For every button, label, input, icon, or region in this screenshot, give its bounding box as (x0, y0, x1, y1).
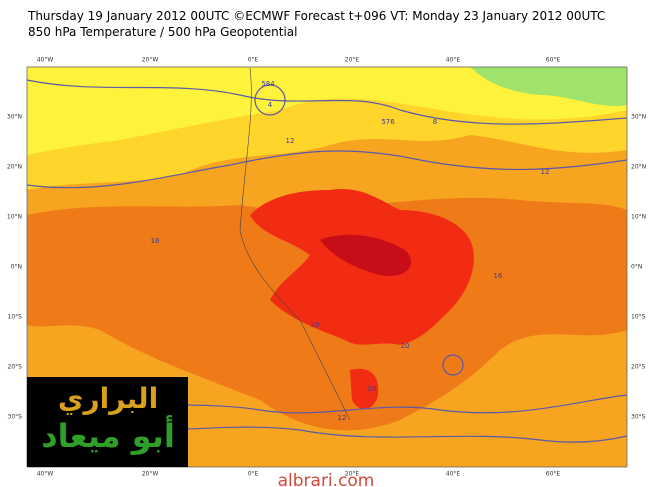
contour-label: 8 (433, 118, 437, 126)
low-center (442, 354, 464, 376)
green (470, 67, 627, 107)
coastline (239, 67, 351, 421)
lon-label: 0°E (248, 471, 259, 478)
lat-label: 30°S (631, 414, 646, 421)
watermark: البراري أبو ميعاد (27, 377, 188, 467)
contour-label: 20 (368, 385, 377, 393)
lon-label: 20°E (345, 471, 360, 478)
contour-label: 20 (401, 342, 410, 350)
title: Thursday 19 January 2012 00UTC ©ECMWF Fo… (27, 9, 605, 23)
contour-label: 16 (494, 272, 503, 280)
frame (26, 66, 628, 468)
website: albrari.com (278, 471, 375, 487)
contour-label: 12 (286, 137, 295, 145)
contour-label: 20 (311, 321, 320, 329)
lon-label: 40°W (37, 57, 54, 64)
contour-label: 4 (268, 101, 273, 109)
contour-label: 12 (338, 414, 347, 422)
lon-label: 0°E (248, 57, 259, 64)
lat-label: 20°N (7, 164, 22, 171)
lat-label: 10°S (631, 314, 646, 321)
yellow (27, 67, 627, 155)
lon-label: 40°E (446, 471, 461, 478)
contour (26, 150, 628, 189)
lon-label: 20°W (142, 57, 159, 64)
lon-label: 60°E (546, 471, 561, 478)
lon-label: 60°E (546, 57, 561, 64)
low-center (254, 84, 286, 116)
watermark-box (27, 377, 188, 467)
lat-label: 20°S (8, 364, 23, 371)
contour-label: 576 (381, 118, 395, 126)
watermark-line2: أبو ميعاد (41, 415, 175, 455)
lat-label: 10°N (631, 214, 646, 221)
contour-label: 16 (151, 237, 160, 245)
contour-label: 12 (541, 168, 550, 176)
dark-red (320, 234, 411, 276)
contour (26, 79, 628, 125)
lat-label: 0°N (631, 264, 642, 271)
subtitle: 850 hPa Temperature / 500 hPa Geopotenti… (28, 25, 297, 39)
lat-label: 30°S (8, 414, 23, 421)
lat-label: 10°N (7, 214, 22, 221)
lat-label: 10°S (8, 314, 23, 321)
lon-label: 40°E (446, 57, 461, 64)
lat-label: 30°N (7, 114, 22, 121)
lon-label: 40°W (37, 471, 54, 478)
red-south (350, 368, 379, 410)
contour-label: 584 (261, 80, 275, 88)
watermark-line1: البراري (58, 382, 158, 415)
lat-label: 30°N (631, 114, 646, 121)
lat-label: 20°N (631, 164, 646, 171)
lon-label: 20°E (345, 57, 360, 64)
lat-label: 20°S (631, 364, 646, 371)
lon-label: 20°W (142, 471, 159, 478)
lat-label: 0°N (11, 264, 22, 271)
